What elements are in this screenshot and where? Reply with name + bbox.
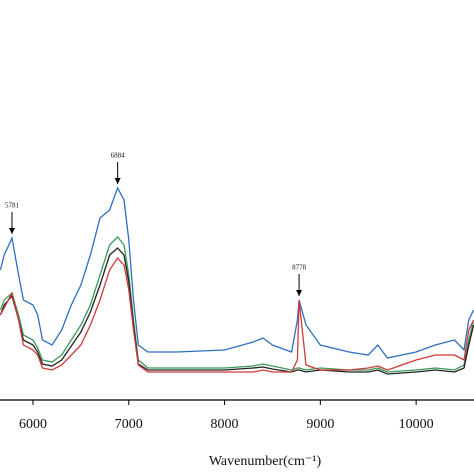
- spectrum-line: [0, 186, 474, 359]
- x-tick-label: 8000: [211, 417, 239, 432]
- spectrum-line: [0, 247, 474, 375]
- x-axis-label: Wavenumber(cm⁻¹): [209, 454, 322, 469]
- spectrum-line: [0, 256, 474, 373]
- annotation-arrowhead: [8, 228, 15, 234]
- x-tick-label: 10000: [399, 417, 434, 432]
- x-tick-label: 7000: [115, 417, 143, 432]
- annotation-label: 6884: [111, 152, 126, 160]
- annotation-arrowhead: [114, 178, 121, 184]
- x-tick-label: 9000: [306, 417, 334, 432]
- x-tick-label: 6000: [19, 417, 47, 432]
- annotation-arrowhead: [296, 290, 303, 296]
- spectrum-line: [0, 236, 474, 373]
- annotation-label: 5781: [5, 202, 20, 210]
- annotation-label: 8778: [292, 264, 307, 272]
